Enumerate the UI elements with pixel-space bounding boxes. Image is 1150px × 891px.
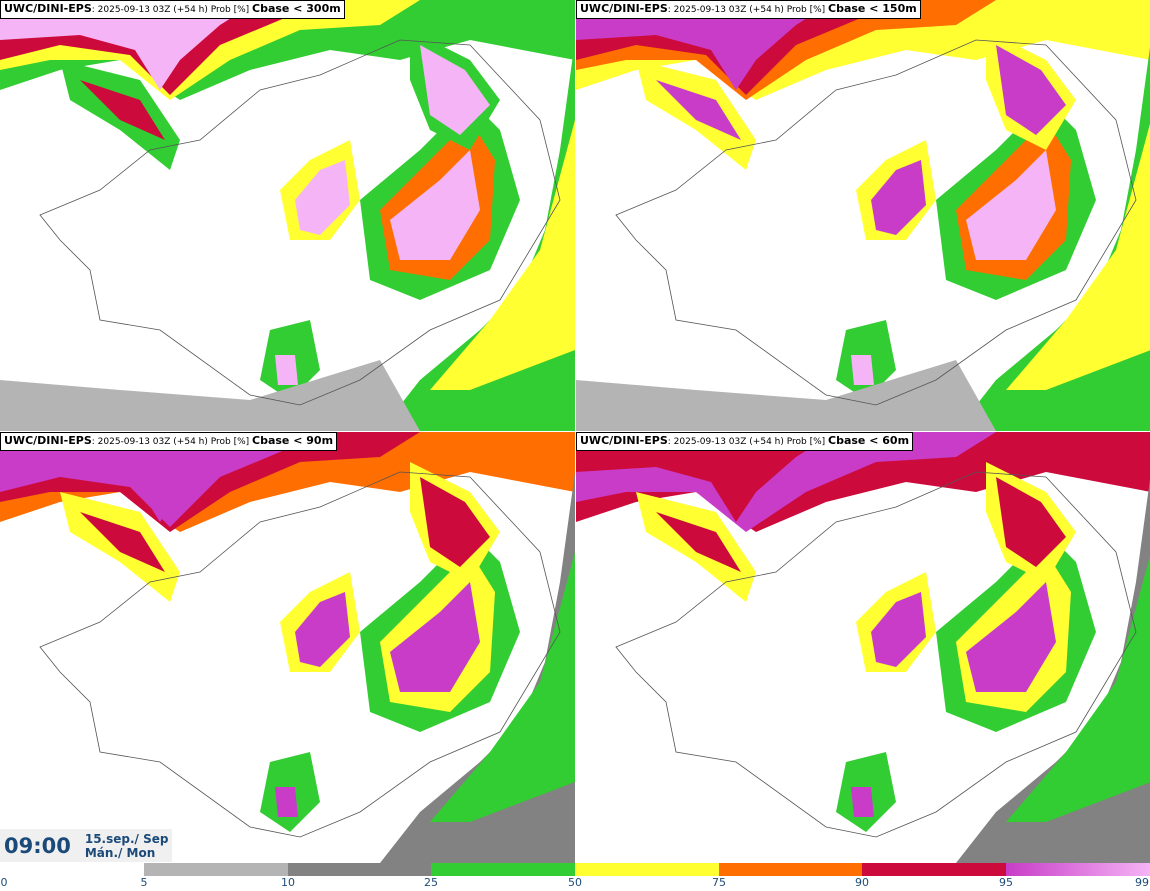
probability-area (1006, 555, 1150, 822)
probability-map (576, 432, 1150, 863)
panel-title: UWC/DINI-EPS: 2025-09-13 03Z (+54 h) Pro… (576, 432, 914, 451)
map-panel: UWC/DINI-EPS: 2025-09-13 03Z (+54 h) Pro… (0, 0, 575, 431)
probability-area (0, 432, 260, 522)
valid-time-box: 09:00 15.sep./ Sep Mán./ Mon (0, 829, 173, 862)
probability-area (871, 592, 926, 667)
probability-area (275, 355, 298, 385)
colorbar-tick-label: 25 (424, 876, 438, 889)
colorbar-tick-label: 0 (0, 876, 8, 889)
probability-area (656, 80, 741, 140)
probability-area (871, 160, 926, 235)
probability-area (420, 45, 490, 135)
colorbar-segment (862, 863, 1006, 876)
probability-area (80, 512, 165, 572)
probability-map (0, 432, 575, 863)
panel-title: UWC/DINI-EPS: 2025-09-13 03Z (+54 h) Pro… (0, 432, 338, 451)
colorbar-tick-label: 10 (281, 876, 295, 889)
coastline (39, 471, 561, 838)
map-panel: UWC/DINI-EPS: 2025-09-13 03Z (+54 h) Pro… (576, 0, 1150, 431)
probability-area (996, 477, 1066, 567)
probability-area (295, 592, 350, 667)
probability-area (390, 582, 480, 692)
probability-area (0, 360, 420, 431)
coastline (615, 39, 1137, 406)
probability-area (430, 552, 575, 822)
colorbar-tick-label: 90 (855, 876, 869, 889)
colorbar-tick-label: 50 (568, 876, 582, 889)
valid-day: Mán./ Mon (84, 845, 156, 860)
map-panel: UWC/DINI-EPS: 2025-09-13 03Z (+54 h) Pro… (0, 432, 575, 863)
panel-title: UWC/DINI-EPS: 2025-09-13 03Z (+54 h) Pro… (576, 0, 921, 19)
colorbar-tick-label: 5 (140, 876, 148, 889)
probability-area (576, 432, 836, 522)
probability-map (0, 0, 575, 431)
valid-time: 09:00 (0, 833, 81, 858)
colorbar-tick-label: 99 (1135, 876, 1149, 889)
coastline (39, 39, 561, 406)
map-panel: UWC/DINI-EPS: 2025-09-13 03Z (+54 h) Pro… (576, 432, 1150, 863)
probability-area (576, 0, 836, 90)
probability-area (295, 160, 350, 235)
colorbar-segment (719, 863, 862, 876)
colorbar-segment (0, 863, 144, 876)
valid-date: 15.sep./ Sep (84, 831, 169, 846)
probability-area (851, 787, 874, 817)
probability-area (430, 120, 575, 390)
coastline (615, 471, 1137, 838)
probability-area (966, 582, 1056, 692)
colorbar-segment (144, 863, 288, 876)
colorbar-tick-label: 95 (999, 876, 1013, 889)
colorbar-segment (431, 863, 575, 876)
probability-area (275, 787, 298, 817)
colorbar-segment (575, 863, 719, 876)
probability-area (0, 0, 260, 90)
probability-area (1006, 123, 1150, 390)
probability-area (390, 150, 480, 260)
probability-area (576, 360, 996, 431)
probability-map (576, 0, 1150, 431)
probability-area (420, 477, 490, 567)
probability-area (80, 80, 165, 140)
probability-area (966, 150, 1056, 260)
colorbar-segment (288, 863, 431, 876)
colorbar-segment (1006, 863, 1150, 876)
probability-area (656, 512, 741, 572)
probability-area (996, 45, 1066, 135)
probability-area (851, 355, 874, 385)
panel-title: UWC/DINI-EPS: 2025-09-13 03Z (+54 h) Pro… (0, 0, 345, 19)
colorbar-tick-label: 75 (712, 876, 726, 889)
